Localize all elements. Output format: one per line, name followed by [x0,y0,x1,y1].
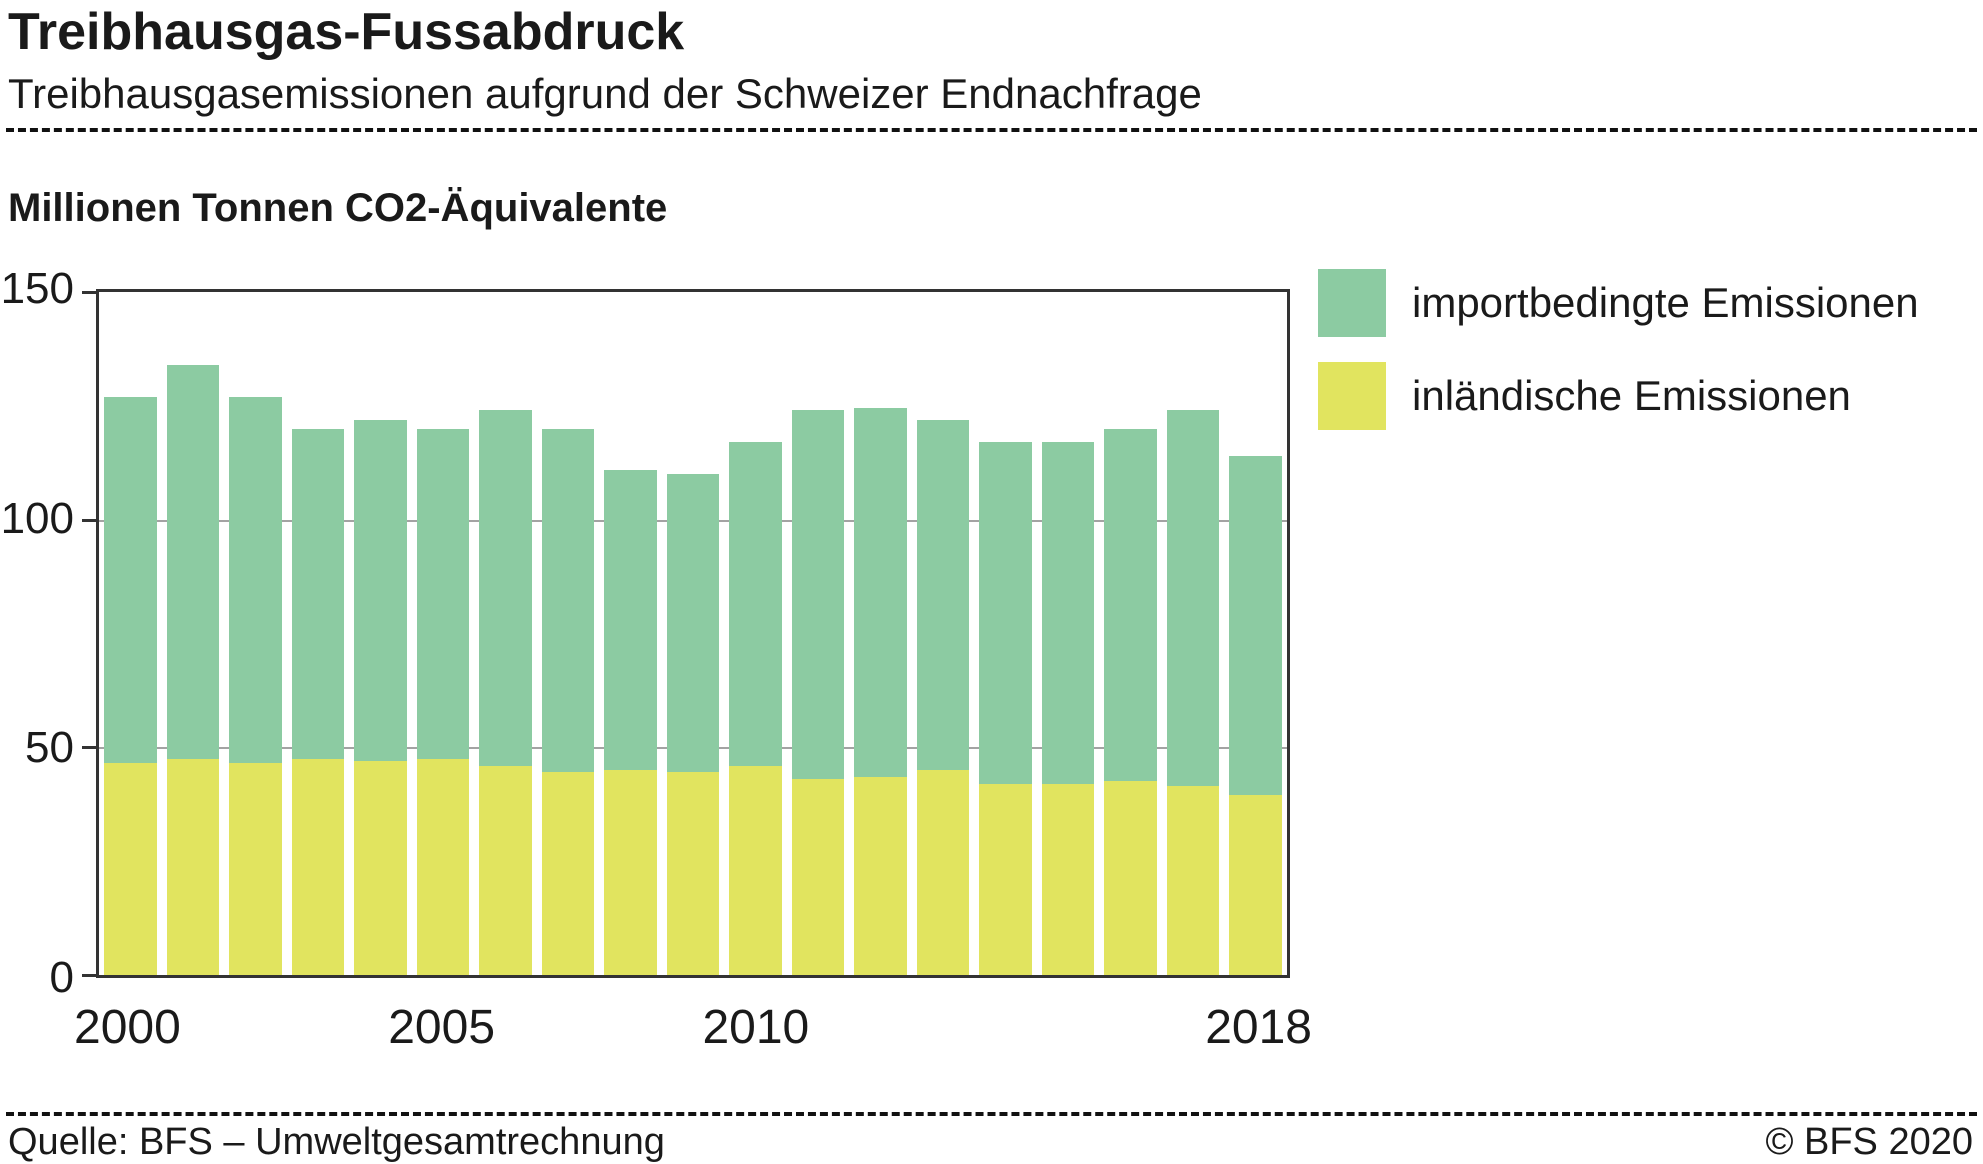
bar-2011-import [791,410,845,780]
page-subtitle: Treibhausgasemissionen aufgrund der Schw… [8,70,1202,117]
bar-2012-domestic [854,776,907,975]
legend-swatch-domestic [1318,362,1386,430]
bar-2016-import [1104,428,1157,782]
page-title: Treibhausgas-Fussabdruck [8,3,685,61]
bar-2005-domestic [416,758,470,975]
bar-2010-domestic [729,765,782,975]
y-tick-mark-50 [82,746,96,750]
y-tick-mark-100 [82,518,96,522]
y-tick-mark-150 [82,291,96,294]
legend-label-import: importbedingte Emissionen [1412,279,1919,326]
bar-2015-import [1041,442,1095,784]
y-tick-label-0: 0 [49,953,74,1002]
bar-2004-import [354,419,407,761]
y-tick-label-50: 50 [25,723,74,773]
legend-item-domestic: inländische Emissionen [1318,362,1919,430]
y-axis: 0 50 100 150 [0,264,80,1002]
x-tick-label-2005: 2005 [388,1001,496,1054]
legend: importbedingte Emissionen inländische Em… [1318,269,1919,455]
bar-2014-import [979,442,1032,784]
footer-divider [6,1112,1977,1116]
bar-2007-domestic [541,772,595,975]
bar-2014-domestic [979,783,1032,975]
bar-2003-import [291,428,345,759]
bar-2007-import [541,428,595,773]
plot-area [82,289,1290,978]
bar-2002-domestic [229,763,282,975]
bar-2009-import [666,474,720,773]
bar-2006-domestic [479,765,532,975]
bar-2002-import [229,396,282,764]
bar-2004-domestic [354,761,407,975]
bar-2000-domestic [104,763,157,975]
bar-2018-domestic [1229,795,1282,975]
bar-2017-domestic [1166,786,1220,975]
bar-2001-import [166,364,220,759]
y-tick-label-150: 150 [0,264,74,313]
y-tick-mark-0 [82,974,96,977]
x-tick-label-2000: 2000 [74,1001,181,1054]
bar-2009-domestic [666,772,720,975]
y-tick-label-100: 100 [0,493,74,543]
bar-2008-domestic [604,770,657,975]
bar-2015-domestic [1041,783,1095,975]
x-tick-label-2010: 2010 [702,1001,810,1054]
chart-axis-title: Millionen Tonnen CO2-Äquivalente [8,186,668,230]
bar-2010-import [729,442,782,766]
legend-swatch-import [1318,269,1386,337]
bar-2006-import [479,410,532,766]
bar-2012-import [854,408,907,777]
header-divider [6,128,1977,132]
bar-2011-domestic [791,779,845,975]
x-axis: 2000 2005 2010 2018 [74,1000,1312,1070]
bar-2003-domestic [291,758,345,975]
bar-2005-import [416,428,470,759]
bar-2018-import [1229,455,1282,796]
legend-label-domestic: inländische Emissionen [1412,372,1851,419]
bar-2017-import [1166,410,1220,787]
bar-2001-domestic [166,758,220,975]
bar-2013-domestic [916,770,970,975]
legend-item-import: importbedingte Emissionen [1318,269,1919,337]
bar-2016-domestic [1104,781,1157,975]
bar-2013-import [916,419,970,771]
footer-copyright: © BFS 2020 [1765,1121,1973,1163]
bar-2000-import [104,396,157,764]
x-tick-label-2018: 2018 [1205,1001,1312,1054]
bar-2008-import [604,469,657,771]
footer-source: Quelle: BFS – Umweltgesamtrechnung [8,1121,665,1163]
